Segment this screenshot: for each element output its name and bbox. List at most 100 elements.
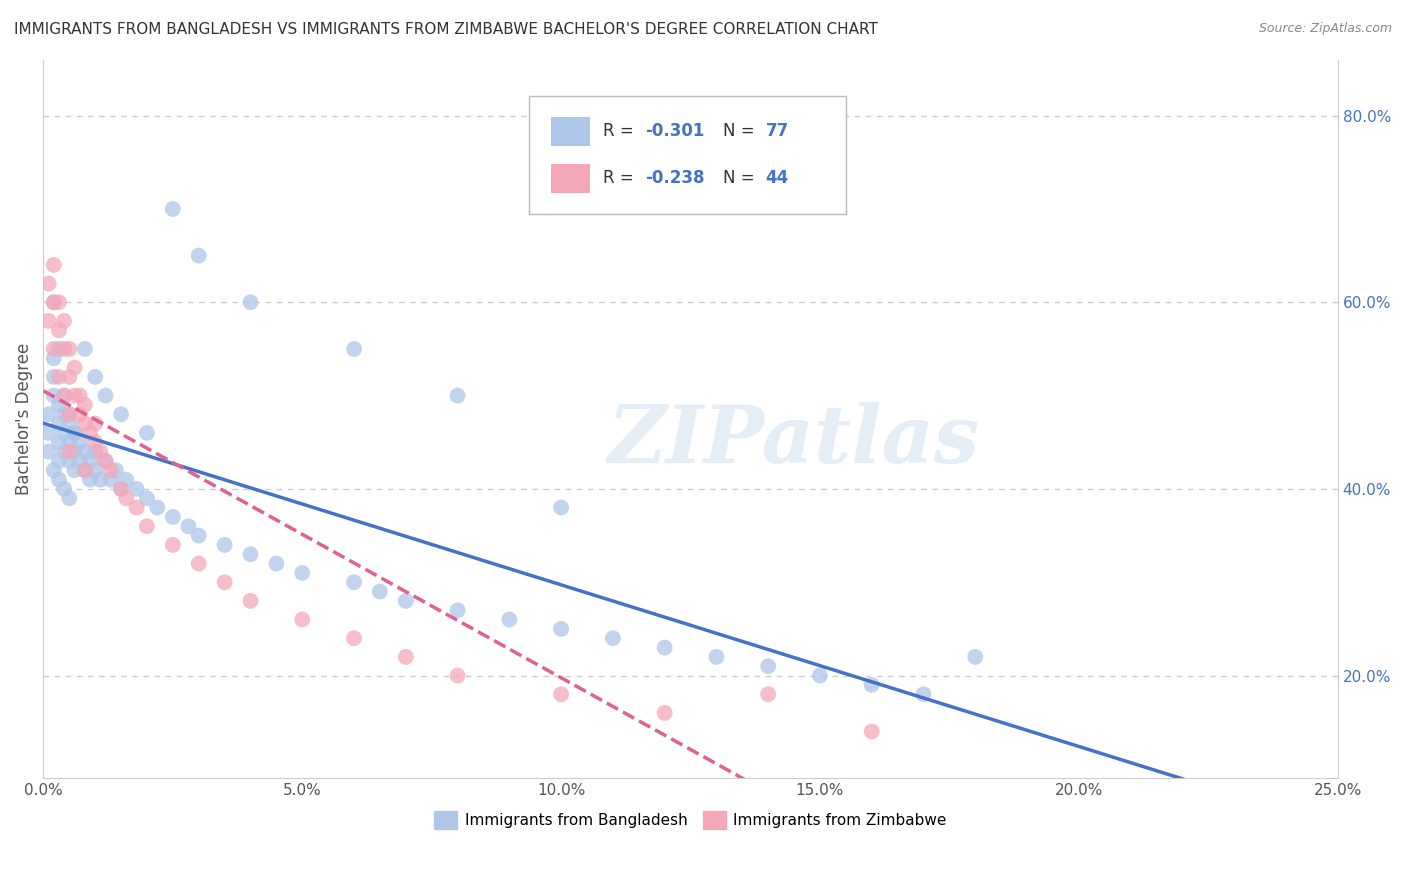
Point (48, 370, 70, 384)
Text: ZIPatlas: ZIPatlas (607, 401, 980, 479)
Point (602, 632, 624, 646)
Point (53, 388, 76, 402)
Point (498, 613, 520, 627)
Point (69, 407, 91, 421)
Point (94, 454, 117, 468)
Point (69, 388, 91, 402)
Point (84, 370, 107, 384)
Point (343, 632, 366, 646)
Point (912, 687, 935, 701)
Text: N =: N = (723, 169, 759, 187)
Point (343, 342, 366, 356)
Point (48, 342, 70, 356)
Point (58, 342, 80, 356)
Text: Source: ZipAtlas.com: Source: ZipAtlas.com (1258, 22, 1392, 36)
Point (63, 444, 86, 458)
Point (860, 724, 883, 739)
Point (63, 388, 86, 402)
Point (446, 388, 468, 402)
Text: -0.301: -0.301 (645, 122, 704, 140)
Point (73, 398, 96, 412)
Point (63, 425, 86, 440)
Point (42, 351, 65, 366)
Point (125, 500, 148, 515)
Point (89, 473, 111, 487)
Point (58, 407, 80, 421)
Point (446, 668, 468, 682)
Point (84, 435, 107, 450)
Point (42, 295, 65, 310)
Point (162, 538, 184, 552)
Point (48, 398, 70, 412)
Point (53, 444, 76, 458)
Point (53, 388, 76, 402)
Point (136, 519, 159, 533)
Text: R =: R = (603, 122, 638, 140)
Point (42, 342, 65, 356)
Point (104, 463, 127, 477)
Point (84, 463, 107, 477)
Point (58, 370, 80, 384)
Point (756, 687, 779, 701)
Point (53, 314, 76, 328)
Point (162, 509, 184, 524)
Point (395, 649, 418, 664)
Point (38, 277, 60, 291)
Point (146, 500, 169, 515)
Point (115, 473, 138, 487)
Point (48, 454, 70, 468)
Point (73, 417, 96, 431)
Point (58, 435, 80, 450)
Point (42, 295, 65, 310)
Point (162, 202, 184, 216)
Point (654, 640, 676, 655)
Point (291, 566, 314, 580)
Point (110, 482, 132, 496)
Point (48, 295, 70, 310)
Point (125, 482, 148, 496)
Point (177, 519, 200, 533)
Point (58, 491, 80, 506)
Point (73, 444, 96, 458)
Point (187, 528, 209, 542)
Point (756, 659, 779, 673)
Point (53, 482, 76, 496)
Point (38, 444, 60, 458)
Point (73, 463, 96, 477)
Point (53, 425, 76, 440)
Point (48, 417, 70, 431)
Point (58, 444, 80, 458)
Point (550, 687, 572, 701)
Point (48, 323, 70, 337)
Point (368, 584, 391, 599)
Point (94, 454, 117, 468)
Point (110, 407, 132, 421)
Point (79, 454, 101, 468)
Point (214, 538, 236, 552)
Point (48, 473, 70, 487)
Point (84, 417, 107, 431)
Point (38, 407, 60, 421)
Point (42, 388, 65, 402)
Point (965, 649, 987, 664)
Point (79, 473, 101, 487)
FancyBboxPatch shape (529, 95, 846, 214)
Point (654, 706, 676, 720)
Point (110, 482, 132, 496)
Point (53, 407, 76, 421)
Point (79, 425, 101, 440)
Point (48, 435, 70, 450)
Point (58, 454, 80, 468)
Point (63, 425, 86, 440)
Point (42, 463, 65, 477)
Bar (551, 117, 589, 145)
Point (239, 295, 262, 310)
Point (239, 594, 262, 608)
Text: IMMIGRANTS FROM BANGLADESH VS IMMIGRANTS FROM ZIMBABWE BACHELOR'S DEGREE CORRELA: IMMIGRANTS FROM BANGLADESH VS IMMIGRANTS… (14, 22, 877, 37)
Point (136, 491, 159, 506)
Point (69, 435, 91, 450)
Y-axis label: Bachelor's Degree: Bachelor's Degree (15, 343, 32, 495)
Point (706, 649, 728, 664)
Point (100, 473, 122, 487)
Point (395, 594, 418, 608)
